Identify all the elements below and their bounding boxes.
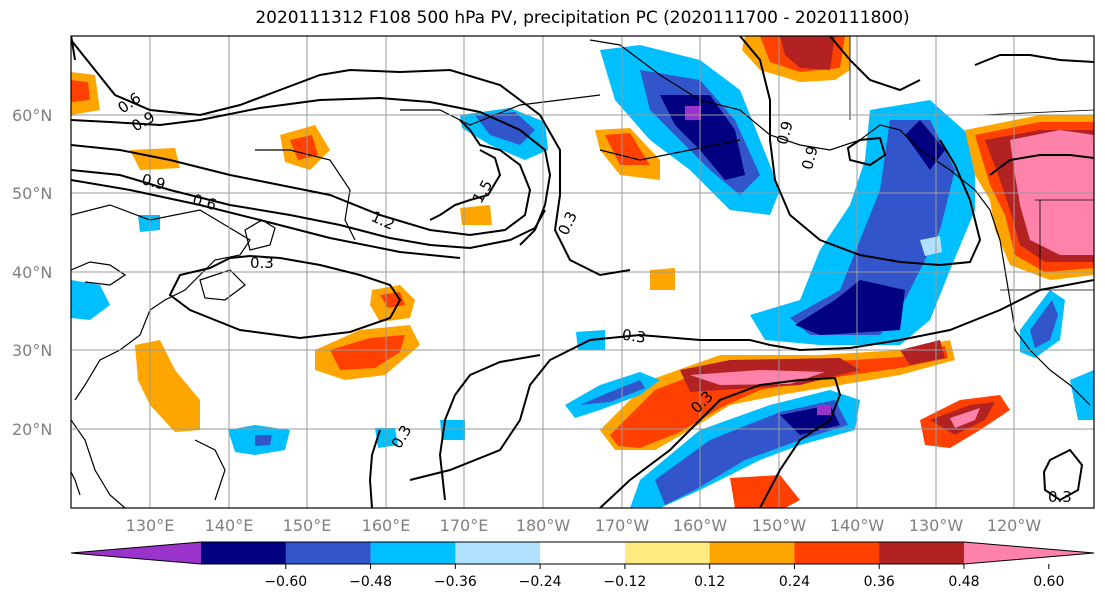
latitude-labels: 60°N 50°N 40°N 30°N 20°N [12, 106, 52, 439]
lon-label: 120°W [987, 516, 1042, 535]
map-frame [70, 35, 1095, 509]
figure-title: 2020111312 F108 500 hPa PV, precipitatio… [255, 8, 910, 28]
lon-label: 130°W [909, 516, 964, 535]
lon-label: 160°E [362, 516, 411, 535]
lon-label: 170°W [595, 516, 650, 535]
colorbar-tick-label: −0.24 [519, 574, 562, 590]
colorbar-segment [540, 542, 626, 564]
colorbar-tick-label: −0.36 [434, 574, 477, 590]
longitude-labels: 130°E 140°E 150°E 160°E 170°E 180°W 170°… [126, 516, 1042, 535]
lat-label: 30°N [12, 341, 52, 360]
contour-label: 0.9 [773, 119, 797, 147]
pv-contours [71, 36, 1094, 508]
contour-label: 0.3 [1048, 488, 1072, 506]
colorbar-segment [879, 542, 965, 564]
colorbar-extend-low [71, 542, 201, 564]
colorbar-segment [624, 542, 711, 564]
colorbar-segment [285, 542, 372, 564]
lon-label: 160°W [673, 516, 728, 535]
colorbar-tick-label: −0.48 [349, 574, 392, 590]
lon-label: 170°E [440, 516, 489, 535]
lon-label: 140°W [830, 516, 885, 535]
lat-label: 20°N [12, 420, 52, 439]
colorbar-tick-label: −0.60 [264, 574, 307, 590]
lat-label: 40°N [12, 263, 52, 282]
colorbar-segment [455, 542, 541, 564]
lat-label: 50°N [12, 184, 52, 203]
colorbar-segment [201, 542, 287, 564]
colorbar-segment [794, 542, 880, 564]
coastlines [71, 36, 1094, 508]
colorbar-tick-label: 0.24 [779, 574, 810, 590]
contour-label: 0.6 [191, 190, 219, 214]
colorbar-segment [709, 542, 795, 564]
lon-label: 140°E [205, 516, 254, 535]
colorbar-tick-label: 0.36 [864, 574, 895, 590]
colorbar: −0.60 −0.48 −0.36 −0.24 −0.12 0.12 0.24 0.36 0.4… [70, 541, 1095, 590]
colorbar-extend-high [964, 542, 1094, 564]
lat-label: 60°N [12, 106, 52, 125]
colorbar-tick-label: 0.12 [694, 574, 725, 590]
contour-label: 0.3 [250, 254, 274, 272]
lon-label: 150°W [752, 516, 807, 535]
colorbar-outline [70, 541, 1095, 565]
colorbar-tick-label: −0.12 [603, 574, 646, 590]
contour-label: 0.3 [621, 326, 647, 347]
contour-label: 0.9 [798, 144, 822, 172]
colorbar-tick-label: 0.60 [1033, 574, 1064, 590]
colorbar-segment [370, 542, 456, 564]
colorbar-tick-label: 0.48 [948, 574, 979, 590]
shaded-precipitation [71, 36, 1094, 508]
contour-label: 0.9 [140, 170, 168, 194]
lon-label: 180°W [516, 516, 571, 535]
lon-label: 130°E [126, 516, 175, 535]
lon-label: 150°E [283, 516, 332, 535]
